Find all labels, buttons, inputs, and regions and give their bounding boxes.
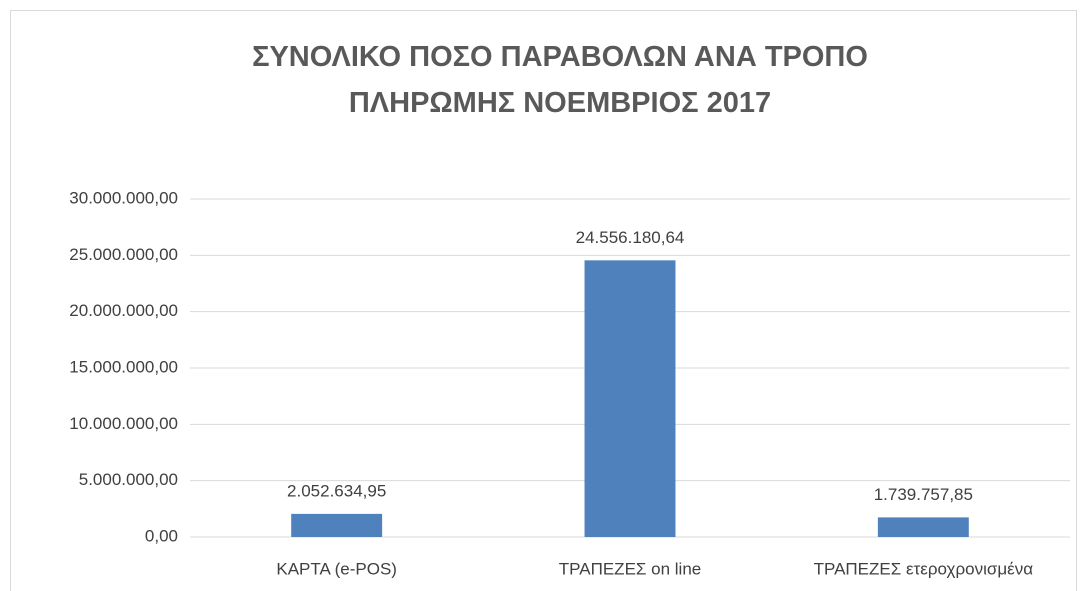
y-tick-label: 30.000.000,00 xyxy=(69,188,178,207)
bar xyxy=(584,260,676,537)
bar xyxy=(291,513,383,537)
y-tick-label: 25.000.000,00 xyxy=(69,245,178,264)
data-label: 1.739.757,85 xyxy=(874,485,973,504)
data-label: 2.052.634,95 xyxy=(287,481,386,500)
chart-frame xyxy=(10,10,1077,591)
y-tick-label: 20.000.000,00 xyxy=(69,301,178,320)
y-tick-label: 5.000.000,00 xyxy=(79,470,178,489)
data-label: 24.556.180,64 xyxy=(576,228,685,247)
x-tick-label: ΤΡΑΠΕΖΕΣ on line xyxy=(559,559,701,578)
x-tick-label: ΚΑΡΤΑ (e-POS) xyxy=(276,559,397,578)
y-tick-label: 10.000.000,00 xyxy=(69,414,178,433)
x-tick-label: ΤΡΑΠΕΖΕΣ ετεροχρονισμένα xyxy=(814,559,1034,578)
y-tick-label: 0,00 xyxy=(145,526,178,545)
y-tick-label: 15.000.000,00 xyxy=(69,357,178,376)
bar xyxy=(877,517,969,537)
chart-title: ΣΥΝΟΛΙΚΟ ΠΟΣΟ ΠΑΡΑΒΟΛΩΝ ΑΝΑ ΤΡΟΠΟ ΠΛΗΡΩΜ… xyxy=(252,41,868,119)
